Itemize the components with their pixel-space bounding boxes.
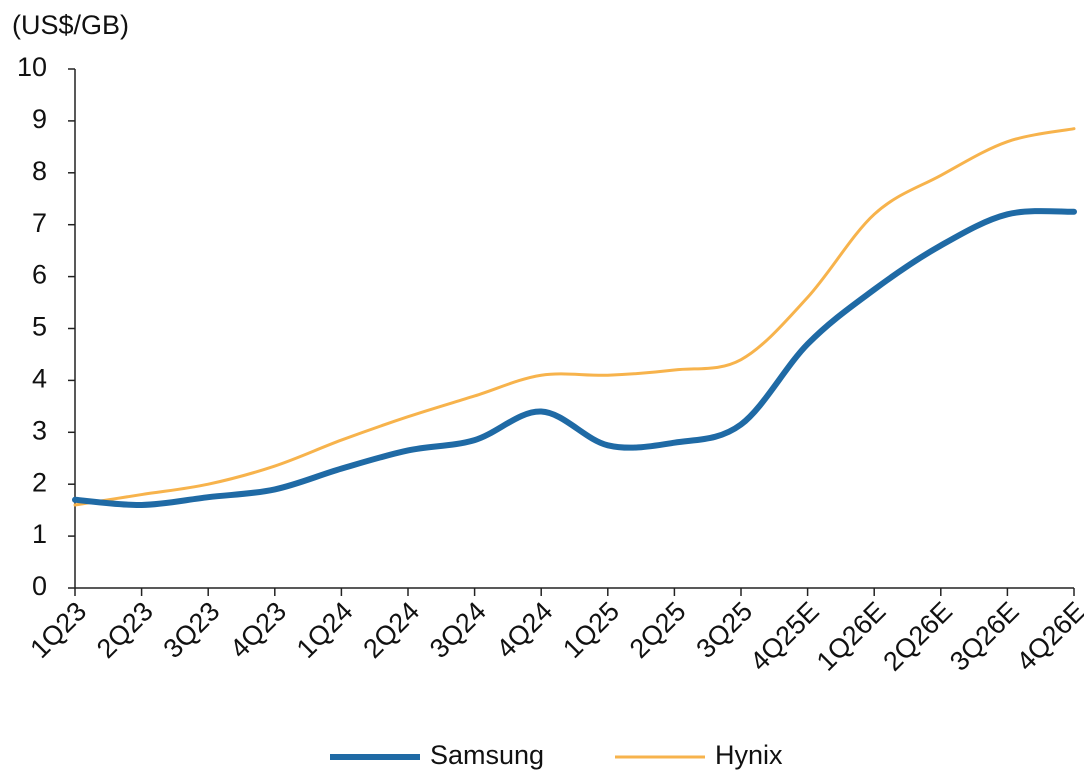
x-tick-label: 2Q25	[624, 596, 692, 664]
x-tick-label: 3Q23	[158, 596, 226, 664]
x-tick-label: 2Q23	[91, 596, 159, 664]
y-tick-label: 9	[32, 104, 47, 134]
x-tick-label: 4Q24	[491, 596, 559, 664]
y-tick-label: 3	[32, 415, 47, 445]
y-tick-label: 7	[32, 208, 47, 238]
x-tick-label: 4Q25E	[744, 596, 825, 677]
x-tick-label: 4Q26E	[1011, 596, 1084, 677]
x-tick-label: 1Q26E	[811, 596, 892, 677]
series-line	[73, 127, 1076, 507]
y-tick-label: 8	[32, 156, 47, 186]
y-tick-label: 0	[32, 571, 47, 601]
y-tick-label: 6	[32, 260, 47, 290]
x-tick-label: 3Q26E	[944, 596, 1025, 677]
x-tick-label: 1Q24	[291, 596, 359, 664]
y-tick-label: 10	[17, 52, 47, 82]
series-line	[72, 208, 1077, 508]
y-tick-label: 2	[32, 467, 47, 497]
x-tick-label: 2Q26E	[877, 596, 958, 677]
x-tick-label: 4Q23	[224, 596, 292, 664]
x-tick-label: 2Q24	[357, 596, 425, 664]
y-tick-label: 4	[32, 364, 47, 394]
legend-label: Samsung	[430, 740, 544, 770]
legend-label: Hynix	[715, 740, 783, 770]
y-tick-label: 5	[32, 312, 47, 342]
x-tick-label: 1Q25	[557, 596, 625, 664]
x-tick-label: 3Q24	[424, 596, 492, 664]
x-tick-label: 1Q23	[24, 596, 92, 664]
y-tick-label: 1	[32, 519, 47, 549]
y-axis-label: (US$/GB)	[12, 10, 129, 40]
